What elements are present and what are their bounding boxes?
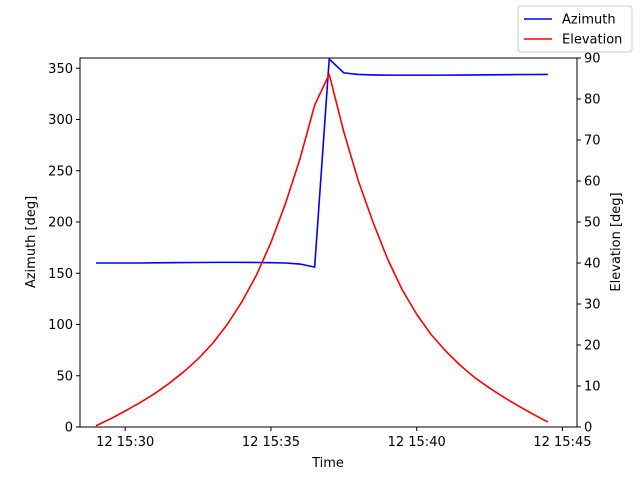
x-tick-label: 12 15:45: [533, 435, 591, 450]
y-right-tick-label: 40: [584, 257, 601, 272]
x-axis: 12 15:30 12 15:35 12 15:40 12 15:45: [96, 427, 591, 450]
x-tick-label: 12 15:30: [96, 435, 154, 450]
y-left-tick-label: 200: [48, 216, 73, 231]
y-left-tick-label: 100: [48, 318, 73, 333]
x-axis-label: Time: [311, 456, 344, 471]
legend-label-azimuth: Azimuth: [562, 13, 616, 28]
y-axis-left-label: Azimuth [deg]: [24, 196, 39, 288]
y-right-tick-label: 60: [584, 175, 601, 190]
y-right-tick-label: 30: [584, 298, 601, 313]
y-axis-right: 0 10 20 30 40 50 60 70 80 90: [577, 52, 601, 436]
y-left-tick-label: 300: [48, 113, 73, 128]
y-left-tick-label: 150: [48, 267, 73, 282]
y-right-tick-label: 10: [584, 380, 601, 395]
series-line-elevation: [95, 73, 549, 427]
legend: Azimuth Elevation: [517, 5, 633, 53]
x-tick-label: 12 15:35: [242, 435, 300, 450]
legend-frame: [517, 5, 633, 53]
plot-frame: [79, 57, 578, 428]
y-axis-left: 0 50 100 150 200 250 300 350: [48, 62, 80, 436]
y-left-tick-label: 350: [48, 62, 73, 77]
y-left-tick-label: 50: [56, 369, 73, 384]
y-left-tick-label: 0: [65, 421, 73, 436]
y-right-tick-label: 80: [584, 93, 601, 108]
series-layer: [95, 58, 549, 427]
y-right-tick-label: 0: [584, 421, 592, 436]
y-axis-right-label: Elevation [deg]: [609, 192, 624, 291]
legend-label-elevation: Elevation: [562, 33, 622, 48]
y-right-tick-label: 50: [584, 216, 601, 231]
y-right-tick-label: 20: [584, 339, 601, 354]
y-left-tick-label: 250: [48, 164, 73, 179]
x-tick-label: 12 15:40: [388, 435, 446, 450]
y-right-tick-label: 90: [584, 52, 601, 67]
y-right-tick-label: 70: [584, 134, 601, 149]
series-line-azimuth: [96, 58, 548, 268]
